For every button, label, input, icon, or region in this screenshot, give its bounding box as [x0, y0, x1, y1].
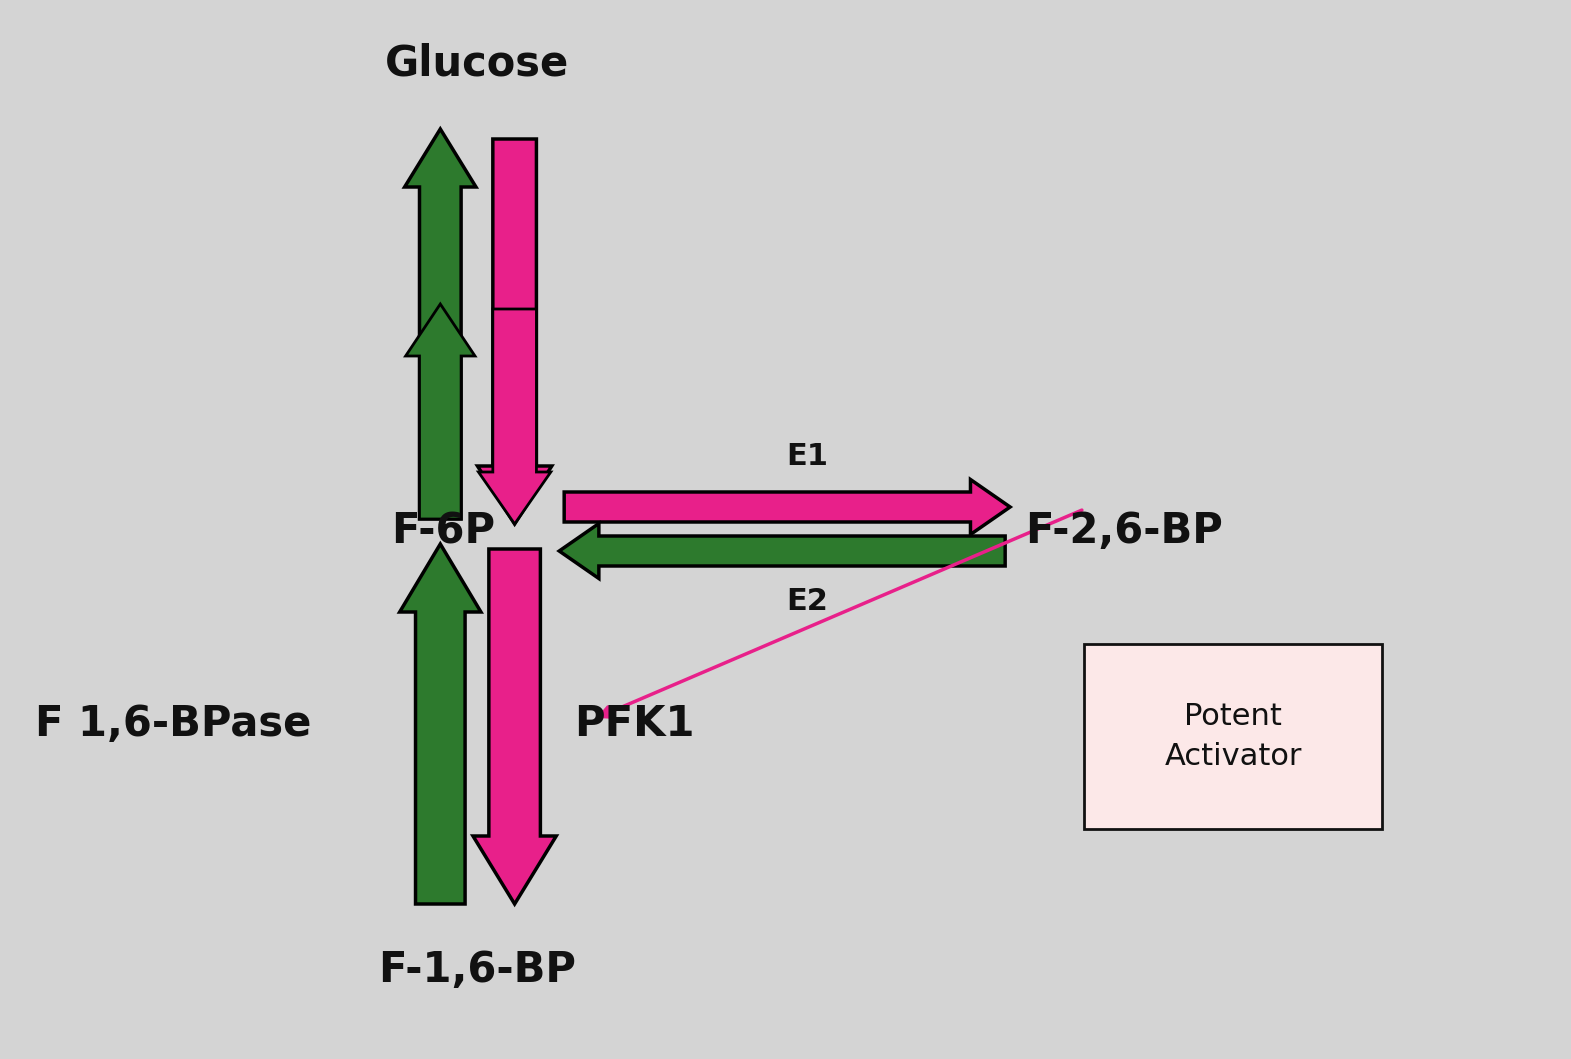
Text: F-2,6-BP: F-2,6-BP: [1024, 510, 1222, 552]
Polygon shape: [564, 480, 1010, 535]
Text: F-1,6-BP: F-1,6-BP: [379, 949, 577, 991]
Polygon shape: [478, 139, 551, 524]
Text: F-6P: F-6P: [391, 510, 495, 552]
Text: E1: E1: [786, 442, 828, 471]
Polygon shape: [479, 309, 551, 524]
FancyBboxPatch shape: [1084, 644, 1382, 829]
Polygon shape: [405, 304, 474, 519]
Polygon shape: [473, 549, 556, 904]
Polygon shape: [559, 523, 1005, 578]
Text: Glucose: Glucose: [385, 42, 570, 84]
Text: F 1,6-BPase: F 1,6-BPase: [35, 703, 311, 744]
Polygon shape: [399, 544, 481, 904]
Polygon shape: [405, 129, 476, 519]
Text: Potent
Activator: Potent Activator: [1164, 702, 1302, 771]
Text: PFK1: PFK1: [573, 703, 694, 744]
Text: E2: E2: [786, 587, 828, 616]
